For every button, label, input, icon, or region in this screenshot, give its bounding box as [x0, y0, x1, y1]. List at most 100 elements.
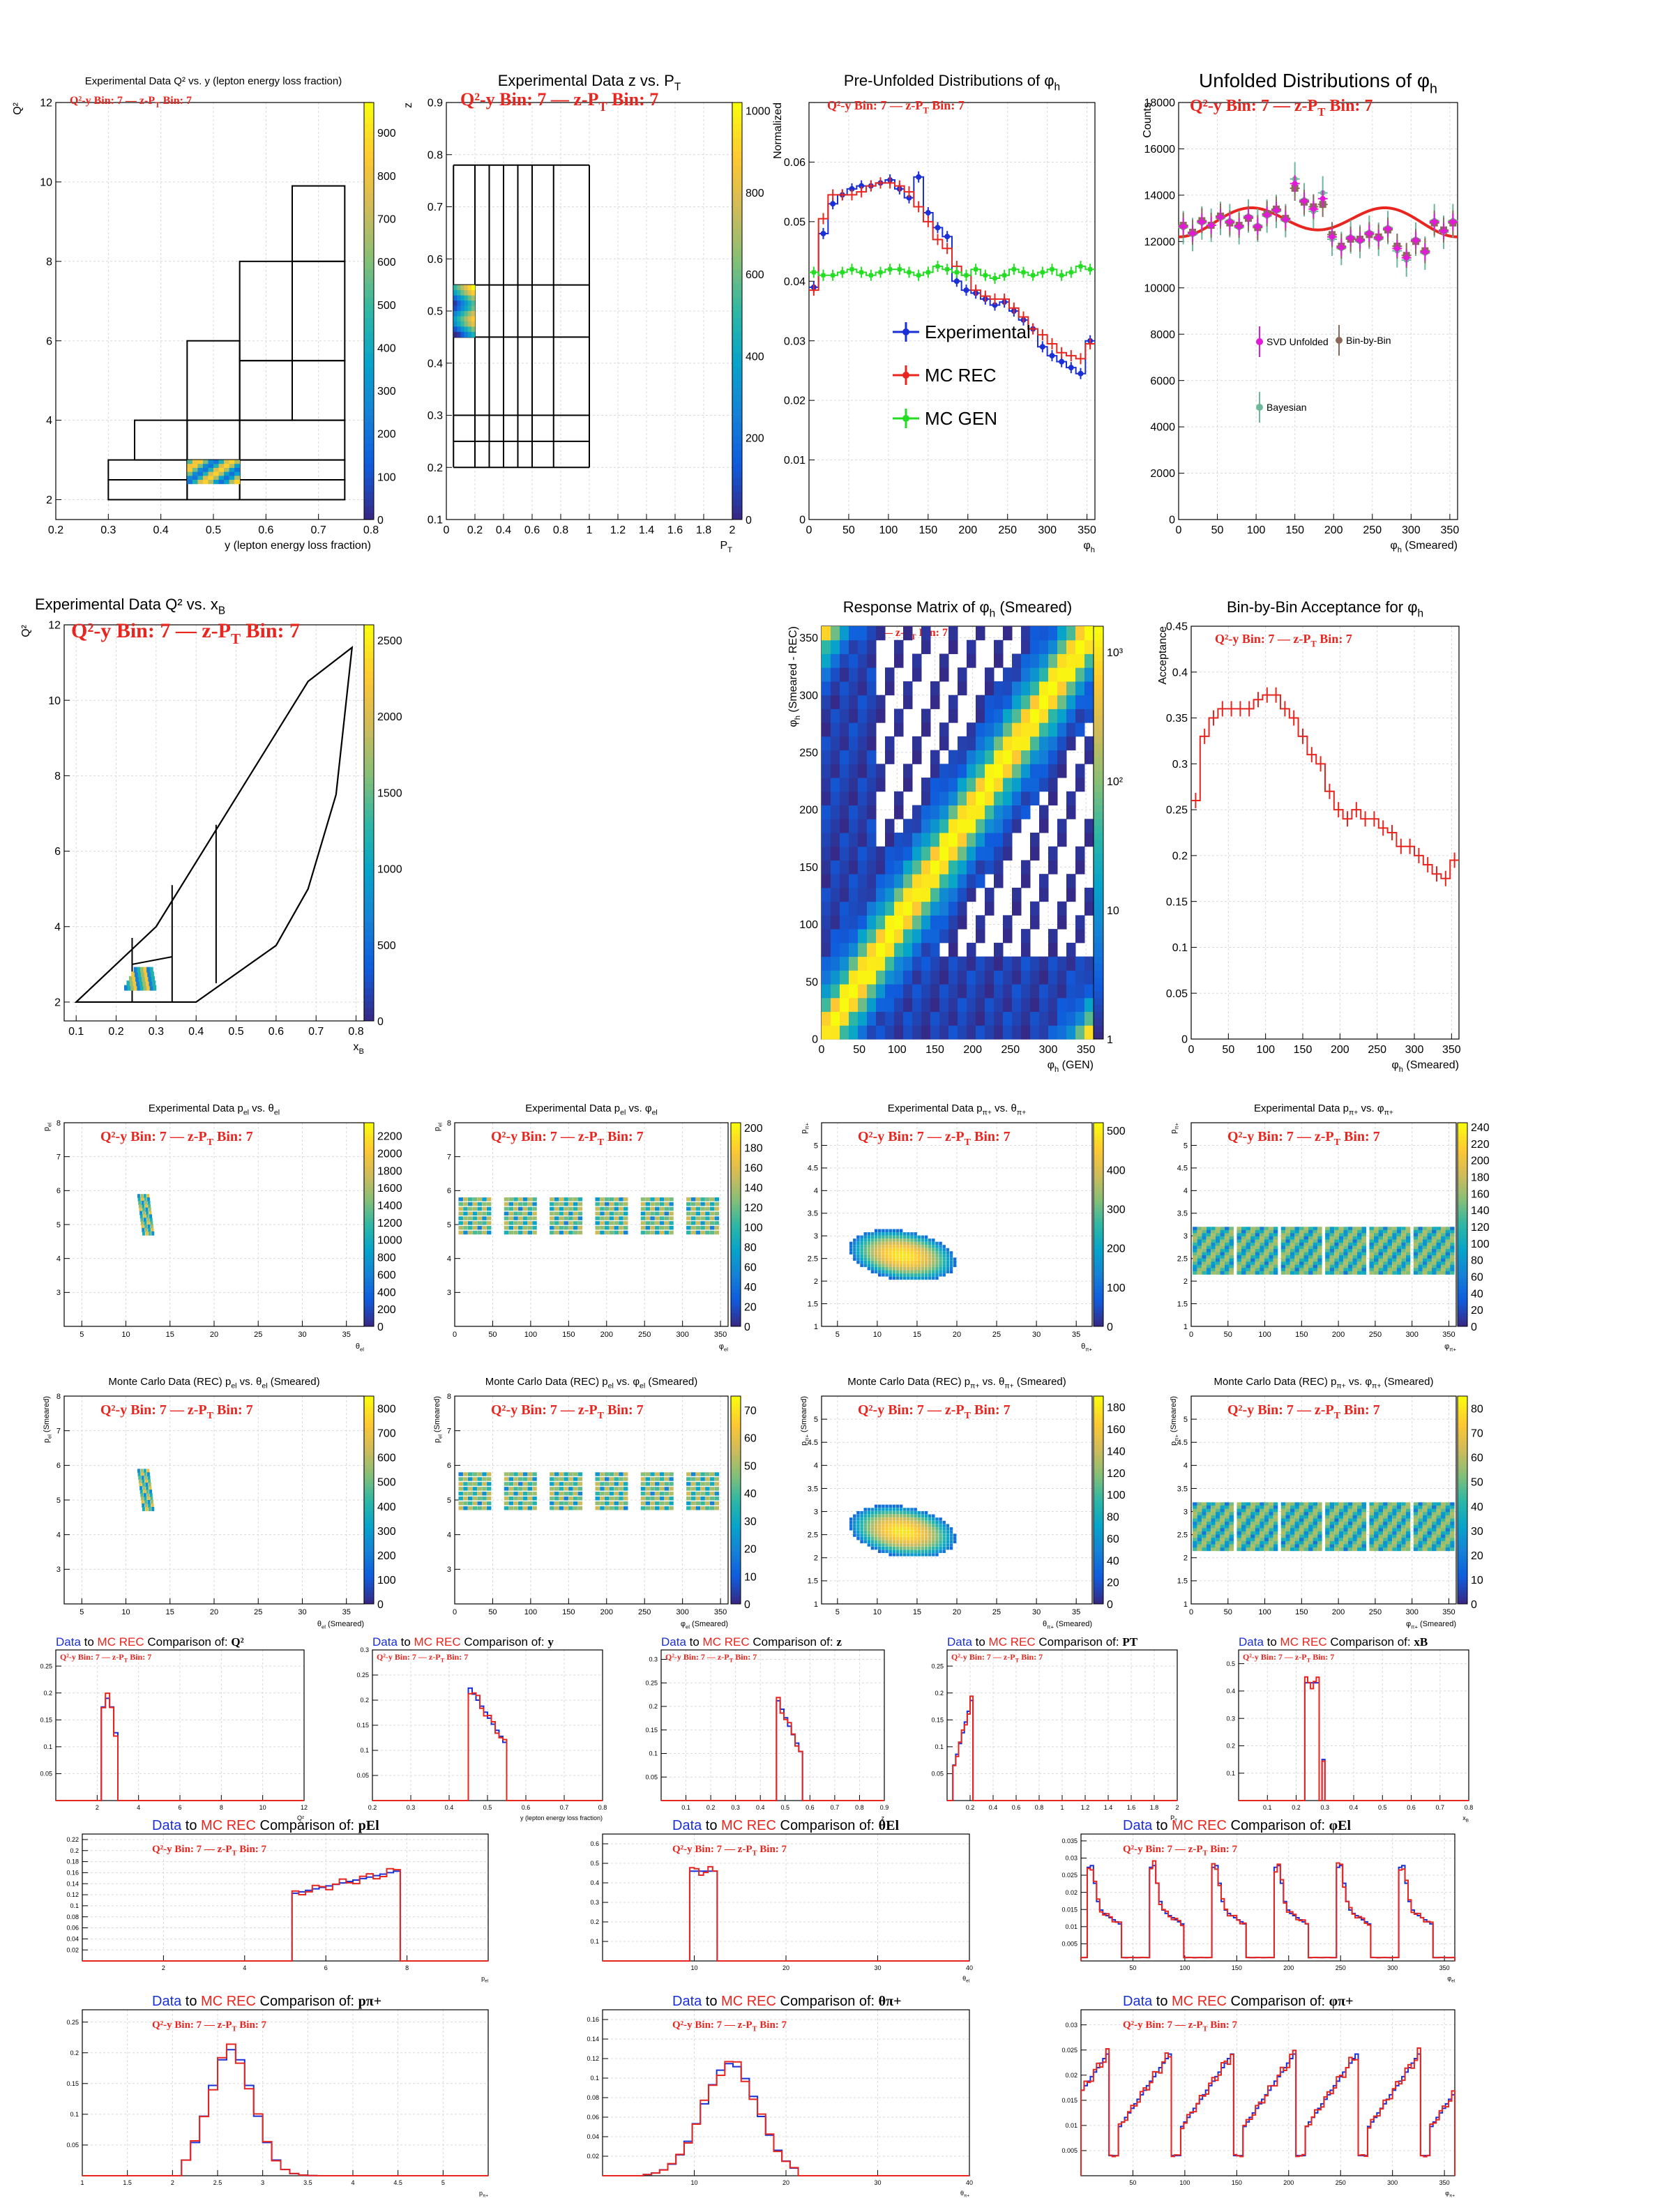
heat-cell: [1039, 984, 1049, 999]
heat-cell: [1317, 1271, 1322, 1275]
y-tick-label: 1.5: [808, 1300, 818, 1308]
legend-marker: [902, 328, 909, 335]
heat-cell: [1269, 1271, 1273, 1275]
x-tick-label: 50: [842, 524, 855, 536]
heat-cell: [518, 1501, 523, 1506]
heat-cell: [863, 1536, 867, 1540]
color-scale-step: [731, 1520, 741, 1525]
plot-frame: [808, 102, 1096, 520]
heat-cell: [885, 1527, 889, 1531]
heat-cell: [640, 1492, 646, 1496]
heat-cell: [1012, 887, 1022, 902]
heat-cell: [867, 681, 877, 696]
heat-cell: [985, 722, 995, 737]
heat-cell: [139, 1490, 143, 1494]
heat-cell: [705, 1225, 710, 1230]
heat-cell: [822, 626, 831, 641]
color-scale-step: [732, 276, 742, 284]
heat-cell: [1057, 695, 1067, 709]
color-scale-step: [732, 213, 742, 221]
x-tick-label: 0.1: [68, 1026, 84, 1038]
heat-cell: [892, 1527, 896, 1531]
heat-cell: [208, 467, 214, 473]
heat-cell: [907, 1517, 910, 1521]
heat-cell: [1084, 736, 1094, 751]
heat-cell: [1211, 1249, 1216, 1253]
color-scale-step: [1094, 819, 1103, 826]
heat-cell: [967, 778, 976, 792]
heat-cell: [1220, 1249, 1225, 1253]
heat-cell: [464, 321, 469, 327]
heat-cell: [885, 1510, 889, 1515]
heat-cell: [573, 1477, 578, 1481]
heat-cell: [860, 1540, 863, 1544]
heat-cell: [1361, 1242, 1366, 1246]
heat-cell: [1383, 1258, 1388, 1262]
heat-cell: [1193, 1227, 1197, 1231]
heat-cell: [976, 709, 985, 723]
heat-cell: [1396, 1245, 1402, 1250]
color-scale-label: 200: [744, 1123, 763, 1135]
heat-cell: [882, 1533, 885, 1537]
heat-cell: [1373, 1258, 1379, 1262]
chart-title: Response Matrix of φh​ (Smeared): [843, 598, 1073, 620]
heat-cell: [550, 1477, 554, 1481]
heat-cell: [686, 1202, 691, 1206]
heat-cell: [948, 639, 958, 654]
color-scale-step: [732, 234, 742, 242]
heat-cell: [573, 1487, 578, 1491]
heat-cell: [1329, 1262, 1335, 1266]
heat-cell: [142, 1211, 146, 1215]
color-scale-step: [364, 165, 374, 173]
color-scale-step: [364, 869, 374, 877]
heat-cell: [659, 1211, 665, 1216]
heat-cell: [146, 967, 151, 973]
heat-cell: [921, 791, 931, 806]
heat-cell: [907, 1241, 910, 1245]
heat-cell: [860, 1238, 863, 1242]
heat-cell: [892, 1524, 896, 1527]
heat-cell: [840, 791, 849, 806]
x-axis-label: θel​ (Smeared): [317, 1620, 364, 1630]
heat-cell: [1418, 1271, 1423, 1275]
y-tick-label: 8: [54, 771, 61, 782]
heat-cell: [876, 778, 886, 792]
heat-cell: [460, 301, 465, 307]
heat-cell: [889, 1527, 892, 1531]
heat-cell: [640, 1501, 646, 1506]
color-scale-label: 1000: [377, 864, 402, 876]
heat-cell: [1343, 1262, 1348, 1266]
heat-cell: [532, 1487, 537, 1491]
data-point: [1283, 216, 1289, 222]
heat-cell: [577, 1216, 583, 1220]
heat-cell: [655, 1206, 660, 1211]
heat-cell: [882, 1527, 885, 1531]
heat-cell: [967, 722, 976, 737]
heat-cell: [899, 1260, 903, 1264]
color-scale-step: [1094, 1258, 1103, 1263]
color-scale-step: [364, 1258, 374, 1263]
heat-cell: [471, 331, 476, 338]
heat-cell: [573, 1501, 578, 1506]
color-scale-step: [731, 1458, 741, 1462]
color-scale-step: [1094, 1126, 1103, 1130]
heat-cell: [522, 1497, 528, 1501]
heat-cell: [143, 1214, 146, 1219]
heat-cell: [573, 1197, 578, 1202]
heat-cell: [458, 1472, 463, 1476]
data-point: [1078, 264, 1083, 268]
heat-cell: [894, 846, 904, 861]
data-point: [1246, 214, 1251, 220]
heat-cell: [700, 1472, 705, 1476]
heat-cell: [930, 1011, 940, 1026]
heat-cell: [150, 971, 154, 978]
heat-cell: [1308, 1236, 1313, 1240]
color-scale-step: [731, 1500, 741, 1504]
color-scale-step: [731, 1510, 741, 1515]
heat-cell: [1206, 1245, 1211, 1250]
legend-label: SVD Unfolded: [1267, 336, 1329, 347]
heat-cell: [1084, 1011, 1094, 1026]
heat-cell: [709, 1472, 715, 1476]
heat-cell: [513, 1477, 518, 1481]
heat-cell: [1066, 970, 1076, 985]
